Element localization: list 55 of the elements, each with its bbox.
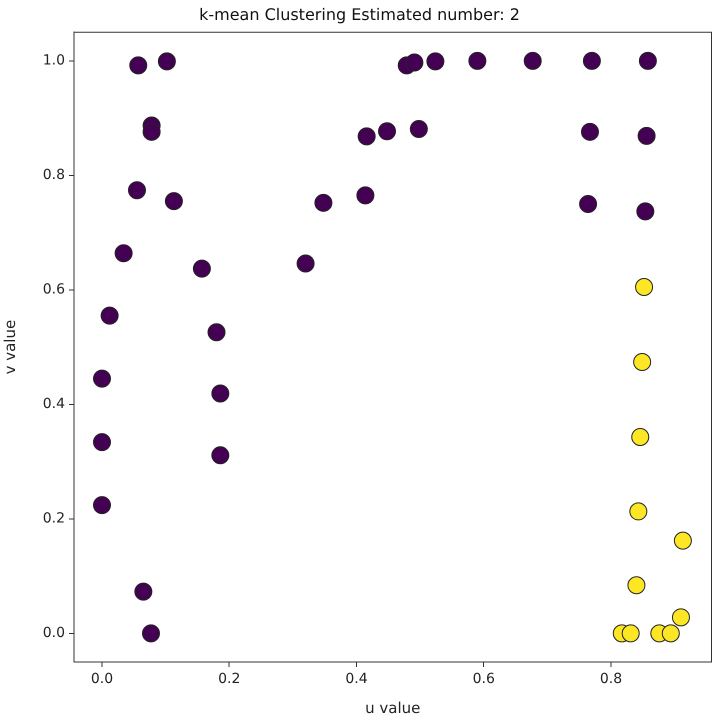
point	[636, 202, 654, 220]
point	[164, 192, 183, 210]
y-tick-label: 0.2	[42, 510, 65, 527]
point	[629, 502, 648, 520]
x-tick-label: 0.0	[90, 671, 114, 688]
point	[142, 624, 160, 642]
chart-title: k-mean Clustering Estimated number: 2	[199, 4, 520, 24]
point	[580, 122, 599, 141]
point	[662, 624, 680, 642]
point	[314, 194, 332, 212]
y-tick-label: 0.8	[42, 166, 65, 183]
point	[633, 352, 652, 371]
point	[356, 186, 374, 204]
point	[410, 120, 428, 138]
point	[622, 624, 640, 642]
x-tick-label: 0.4	[345, 671, 368, 688]
point	[378, 122, 396, 140]
point	[211, 384, 230, 402]
point	[192, 260, 211, 278]
point	[627, 576, 646, 594]
point	[129, 56, 148, 74]
y-tick-label: 0.6	[42, 281, 66, 298]
point	[674, 532, 692, 550]
point	[358, 127, 376, 146]
point	[128, 181, 146, 200]
point	[158, 52, 176, 70]
point	[92, 496, 111, 514]
point	[100, 306, 119, 325]
y-tick-label: 1.0	[42, 52, 65, 68]
point	[524, 52, 542, 70]
point	[208, 323, 226, 342]
point	[211, 446, 230, 464]
point	[579, 194, 598, 213]
point	[142, 122, 161, 141]
point	[92, 370, 111, 388]
x-tick-label: 0.2	[218, 671, 240, 688]
point	[468, 52, 486, 70]
point	[114, 244, 133, 262]
y-tick-label: 0.4	[42, 396, 66, 412]
y-tick-label: 0.0	[42, 625, 65, 642]
point	[296, 254, 315, 273]
x-tick-label: 0.6	[472, 671, 495, 688]
point	[134, 582, 152, 601]
point	[92, 433, 111, 452]
y-axis-title: v value	[0, 320, 19, 374]
point	[405, 54, 424, 72]
point	[426, 52, 444, 70]
point	[635, 278, 654, 296]
point	[638, 52, 657, 70]
point	[672, 608, 690, 626]
point	[638, 126, 656, 145]
x-axis-title: u value	[365, 698, 420, 717]
point	[582, 52, 601, 70]
x-tick-label: 0.8	[600, 671, 622, 688]
point	[631, 428, 650, 446]
